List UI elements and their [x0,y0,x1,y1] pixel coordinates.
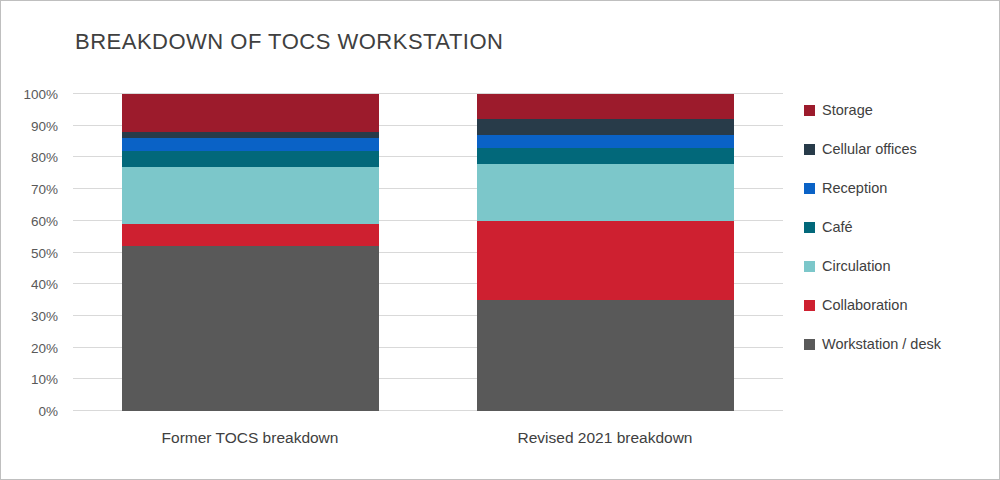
segment-storage [122,94,379,132]
segment-reception [122,138,379,151]
segment-caf [477,148,734,164]
legend-label-storage: Storage [822,102,873,118]
legend-item-caf: Café [804,216,941,238]
legend-swatch-circulation [804,261,815,272]
y-tick-label-0: 0% [38,404,58,419]
legend-item-workstation-desk: Workstation / desk [804,333,941,355]
y-tick-label-80: 80% [31,150,58,165]
segment-cellular-offices [477,119,734,135]
legend-item-storage: Storage [804,99,941,121]
bars [73,94,783,411]
legend-label-cellular-offices: Cellular offices [822,141,917,157]
y-tick-label-20: 20% [31,340,58,355]
bar-former-tocs-breakdown [122,94,379,411]
segment-workstation-desk [122,246,379,411]
legend-item-cellular-offices: Cellular offices [804,138,941,160]
legend-swatch-workstation-desk [804,339,815,350]
y-tick-label-50: 50% [31,245,58,260]
segment-circulation [122,167,379,224]
legend-item-collaboration: Collaboration [804,294,941,316]
bar-revised-2021-breakdown [477,94,734,411]
legend-label-reception: Reception [822,180,887,196]
segment-workstation-desk [477,300,734,411]
legend: Storage Cellular offices Reception Café Circ… [804,99,941,355]
segment-reception [477,135,734,148]
category-label-revised-2021-breakdown: Revised 2021 breakdown [518,429,693,447]
chart-title: BREAKDOWN OF TOCS WORKSTATION [75,29,503,55]
legend-swatch-reception [804,183,815,194]
plot-area [73,94,783,411]
legend-label-circulation: Circulation [822,258,891,274]
legend-label-caf: Café [822,219,853,235]
legend-label-workstation-desk: Workstation / desk [822,336,941,352]
segment-collaboration [122,224,379,246]
x-axis-category-labels: Former TOCS breakdown Revised 2021 breakd… [73,429,783,453]
y-tick-label-30: 30% [31,308,58,323]
legend-label-collaboration: Collaboration [822,297,907,313]
y-tick-label-100: 100% [23,87,58,102]
segment-storage [477,94,734,119]
segment-caf [122,151,379,167]
y-tick-label-60: 60% [31,213,58,228]
legend-swatch-cellular-offices [804,144,815,155]
y-tick-label-90: 90% [31,118,58,133]
y-tick-label-40: 40% [31,277,58,292]
y-tick-label-70: 70% [31,182,58,197]
legend-item-reception: Reception [804,177,941,199]
y-tick-label-10: 10% [31,372,58,387]
legend-swatch-collaboration [804,300,815,311]
legend-swatch-storage [804,105,815,116]
legend-swatch-caf [804,222,815,233]
chart-frame: BREAKDOWN OF TOCS WORKSTATION 0% 10% 20% 30… [0,0,1000,480]
y-axis-tick-labels: 0%10%20%30%40%50%60%70%80%90%100% [1,94,63,411]
category-label-former-tocs-breakdown: Former TOCS breakdown [162,429,339,447]
legend-item-circulation: Circulation [804,255,941,277]
segment-collaboration [477,221,734,300]
segment-circulation [477,164,734,221]
